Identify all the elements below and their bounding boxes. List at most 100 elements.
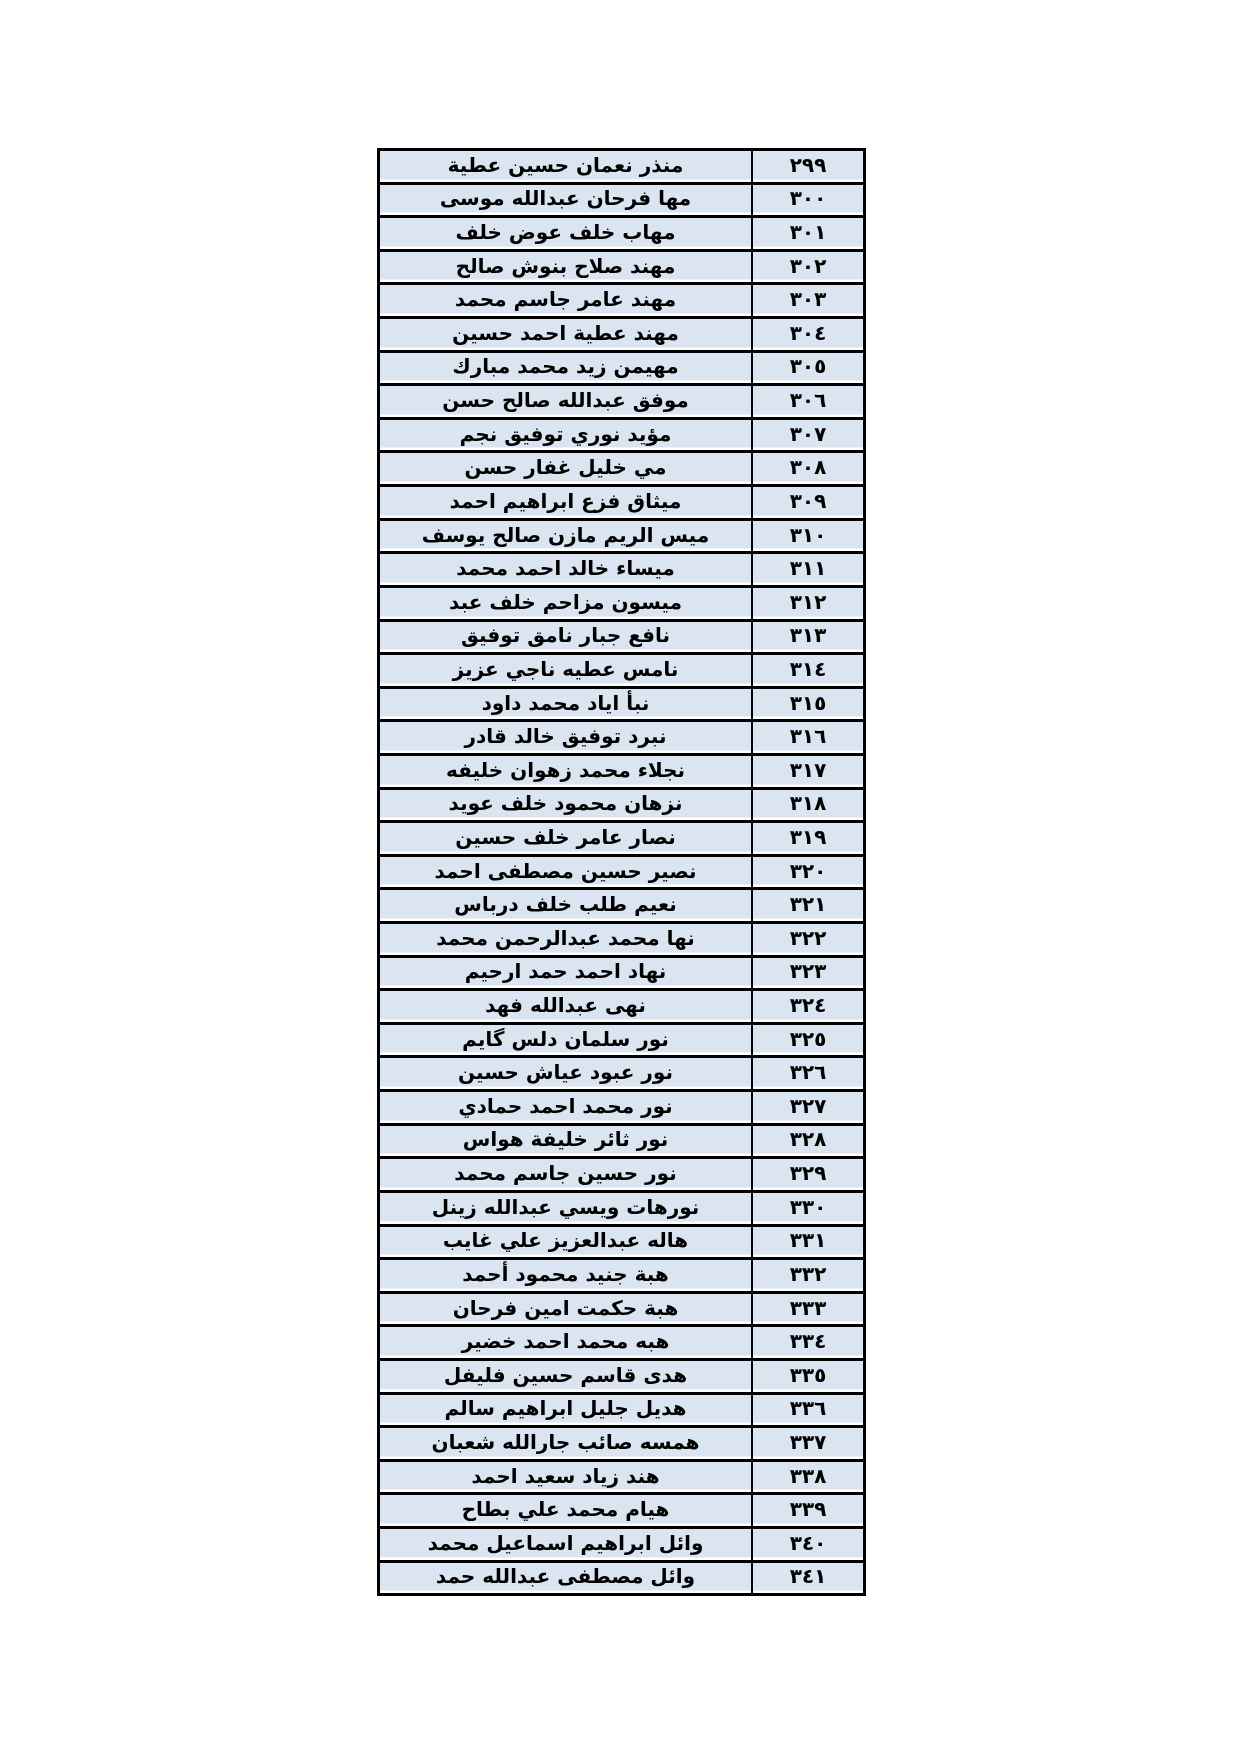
- student-name-cell: نور حسين جاسم محمد: [380, 1159, 753, 1190]
- table-row: مؤيد نوري توفيق نجم ٣٠٧: [380, 419, 863, 454]
- student-name-cell: منذر نعمان حسين عطية: [380, 151, 753, 182]
- serial-number-cell: ٣٢٢: [753, 924, 863, 955]
- table-row: نافع جبار نامق توفيق ٣١٣: [380, 621, 863, 656]
- table-row: منذر نعمان حسين عطية ٢٩٩: [380, 151, 863, 185]
- student-name-cell: ميساء خالد احمد محمد: [380, 554, 753, 585]
- student-name-cell: هبه محمد احمد خضير: [380, 1327, 753, 1358]
- table-row: مهيمن زيد محمد مبارك ٣٠٥: [380, 352, 863, 387]
- table-row: نامس عطيه ناجي عزيز ٣١٤: [380, 655, 863, 689]
- student-name-cell: هديل جليل ابراهيم سالم: [380, 1394, 753, 1426]
- serial-number-cell: ٣٠٠: [753, 184, 863, 216]
- student-name-cell: وائل ابراهيم اسماعيل محمد: [380, 1528, 753, 1560]
- table-row: مهاب خلف عوض خلف ٣٠١: [380, 218, 863, 252]
- table-row: ميس الريم مازن صالح يوسف ٣١٠: [380, 520, 863, 555]
- table-row: موفق عبدالله صالح حسن ٣٠٦: [380, 386, 863, 420]
- serial-number-cell: ٣٣٨: [753, 1461, 863, 1493]
- serial-number-cell: ٣١٣: [753, 621, 863, 653]
- student-name-cell: نور سلمان دلس گايم: [380, 1024, 753, 1056]
- student-name-cell: هاله عبدالعزيز علي غايب: [380, 1226, 753, 1258]
- serial-number-cell: ٣٠١: [753, 218, 863, 249]
- serial-number-cell: ٣١١: [753, 554, 863, 585]
- serial-number-cell: ٣٠٢: [753, 251, 863, 283]
- serial-number-cell: ٣٢٥: [753, 1024, 863, 1056]
- table-row: نور عبود عياش حسين ٣٢٦: [380, 1058, 863, 1093]
- student-name-cell: همسه صائب جارالله شعبان: [380, 1428, 753, 1459]
- table-row: نصير حسين مصطفى احمد ٣٢٠: [380, 856, 863, 891]
- serial-number-cell: ٣٣٦: [753, 1394, 863, 1426]
- table-row: وائل ابراهيم اسماعيل محمد ٣٤٠: [380, 1528, 863, 1563]
- student-name-cell: نور محمد احمد حمادي: [380, 1092, 753, 1123]
- table-row: نور حسين جاسم محمد ٣٢٩: [380, 1159, 863, 1193]
- table-row: مهند عامر جاسم محمد ٣٠٣: [380, 285, 863, 320]
- student-name-cell: نبأ اياد محمد داود: [380, 688, 753, 720]
- table-row: نبرد توفيق خالد قادر ٣١٦: [380, 722, 863, 756]
- table-row: هيام محمد علي بطاح ٣٣٩: [380, 1495, 863, 1529]
- student-name-cell: وائل مصطفى عبدالله حمد: [380, 1562, 753, 1594]
- table-row: مهند صلاح بنوش صالح ٣٠٢: [380, 251, 863, 286]
- student-name-cell: نور ثائر خليفة هواس: [380, 1125, 753, 1157]
- table-row: هاله عبدالعزيز علي غايب ٣٣١: [380, 1226, 863, 1261]
- serial-number-cell: ٢٩٩: [753, 151, 863, 182]
- student-name-cell: مهيمن زيد محمد مبارك: [380, 352, 753, 384]
- serial-number-cell: ٣١٢: [753, 587, 863, 619]
- table-row: نبأ اياد محمد داود ٣١٥: [380, 688, 863, 723]
- table-row: نور سلمان دلس گايم ٣٢٥: [380, 1024, 863, 1059]
- serial-number-cell: ٣٢٠: [753, 856, 863, 888]
- student-name-cell: نجلاء محمد زهوان خليفه: [380, 755, 753, 787]
- serial-number-cell: ٣٢٦: [753, 1058, 863, 1090]
- serial-number-cell: ٣٠٤: [753, 319, 863, 350]
- student-name-cell: موفق عبدالله صالح حسن: [380, 386, 753, 417]
- student-name-cell: نافع جبار نامق توفيق: [380, 621, 753, 653]
- serial-number-cell: ٣٣٥: [753, 1360, 863, 1392]
- serial-number-cell: ٣٢٩: [753, 1159, 863, 1190]
- table-row: نعيم طلب خلف درباس ٣٢١: [380, 890, 863, 925]
- table-row: هبه محمد احمد خضير ٣٣٤: [380, 1327, 863, 1361]
- serial-number-cell: ٣١٨: [753, 789, 863, 821]
- table-row: نور ثائر خليفة هواس ٣٢٨: [380, 1125, 863, 1160]
- student-name-cell: مها فرحان عبدالله موسى: [380, 184, 753, 216]
- table-row: نها محمد عبدالرحمن محمد ٣٢٢: [380, 924, 863, 958]
- student-name-cell: ميس الريم مازن صالح يوسف: [380, 520, 753, 552]
- serial-number-cell: ٣٣٣: [753, 1293, 863, 1325]
- serial-number-cell: ٣٢٨: [753, 1125, 863, 1157]
- serial-number-cell: ٣٠٣: [753, 285, 863, 317]
- serial-number-cell: ٣٠٧: [753, 419, 863, 451]
- serial-number-cell: ٣١٤: [753, 655, 863, 686]
- serial-number-cell: ٣٣٩: [753, 1495, 863, 1526]
- serial-number-cell: ٣٣٢: [753, 1260, 863, 1291]
- serial-number-cell: ٣٢٧: [753, 1092, 863, 1123]
- table-row: هبة جنيد محمود أحمد ٣٣٢: [380, 1260, 863, 1294]
- serial-number-cell: ٣١٩: [753, 823, 863, 854]
- student-name-cell: نزهان محمود خلف عويد: [380, 789, 753, 821]
- serial-number-cell: ٣٠٥: [753, 352, 863, 384]
- table-row: وائل مصطفى عبدالله حمد ٣٤١: [380, 1562, 863, 1594]
- student-name-cell: نصير حسين مصطفى احمد: [380, 856, 753, 888]
- serial-number-cell: ٣١٠: [753, 520, 863, 552]
- serial-number-cell: ٣٤٠: [753, 1528, 863, 1560]
- serial-number-cell: ٣٤١: [753, 1562, 863, 1594]
- serial-number-cell: ٣٢١: [753, 890, 863, 922]
- table-row: همسه صائب جارالله شعبان ٣٣٧: [380, 1428, 863, 1462]
- table-row: هند زياد سعيد احمد ٣٣٨: [380, 1461, 863, 1496]
- table-row: هدى قاسم حسين فليفل ٣٣٥: [380, 1360, 863, 1395]
- table-row: نهى عبدالله فهد ٣٢٤: [380, 991, 863, 1025]
- serial-number-cell: ٣٢٤: [753, 991, 863, 1022]
- student-name-cell: نهى عبدالله فهد: [380, 991, 753, 1022]
- student-name-cell: نبرد توفيق خالد قادر: [380, 722, 753, 753]
- table-row: مي خليل غفار حسن ٣٠٨: [380, 453, 863, 488]
- student-name-cell: مهاب خلف عوض خلف: [380, 218, 753, 249]
- serial-number-cell: ٣٠٩: [753, 487, 863, 518]
- table-row: ميثاق فزع ابراهيم احمد ٣٠٩: [380, 487, 863, 521]
- table-row: مهند عطية احمد حسين ٣٠٤: [380, 319, 863, 353]
- student-name-cell: ميسون مزاحم خلف عبد: [380, 587, 753, 619]
- table-row: هبة حكمت امين فرحان ٣٣٣: [380, 1293, 863, 1328]
- serial-number-cell: ٣١٦: [753, 722, 863, 753]
- student-name-cell: هند زياد سعيد احمد: [380, 1461, 753, 1493]
- student-name-cell: مهند صلاح بنوش صالح: [380, 251, 753, 283]
- student-name-cell: نهاد احمد حمد ارحيم: [380, 957, 753, 989]
- serial-number-cell: ٣٣١: [753, 1226, 863, 1258]
- serial-number-cell: ٣١٥: [753, 688, 863, 720]
- serial-number-cell: ٣٠٦: [753, 386, 863, 417]
- student-name-cell: نامس عطيه ناجي عزيز: [380, 655, 753, 686]
